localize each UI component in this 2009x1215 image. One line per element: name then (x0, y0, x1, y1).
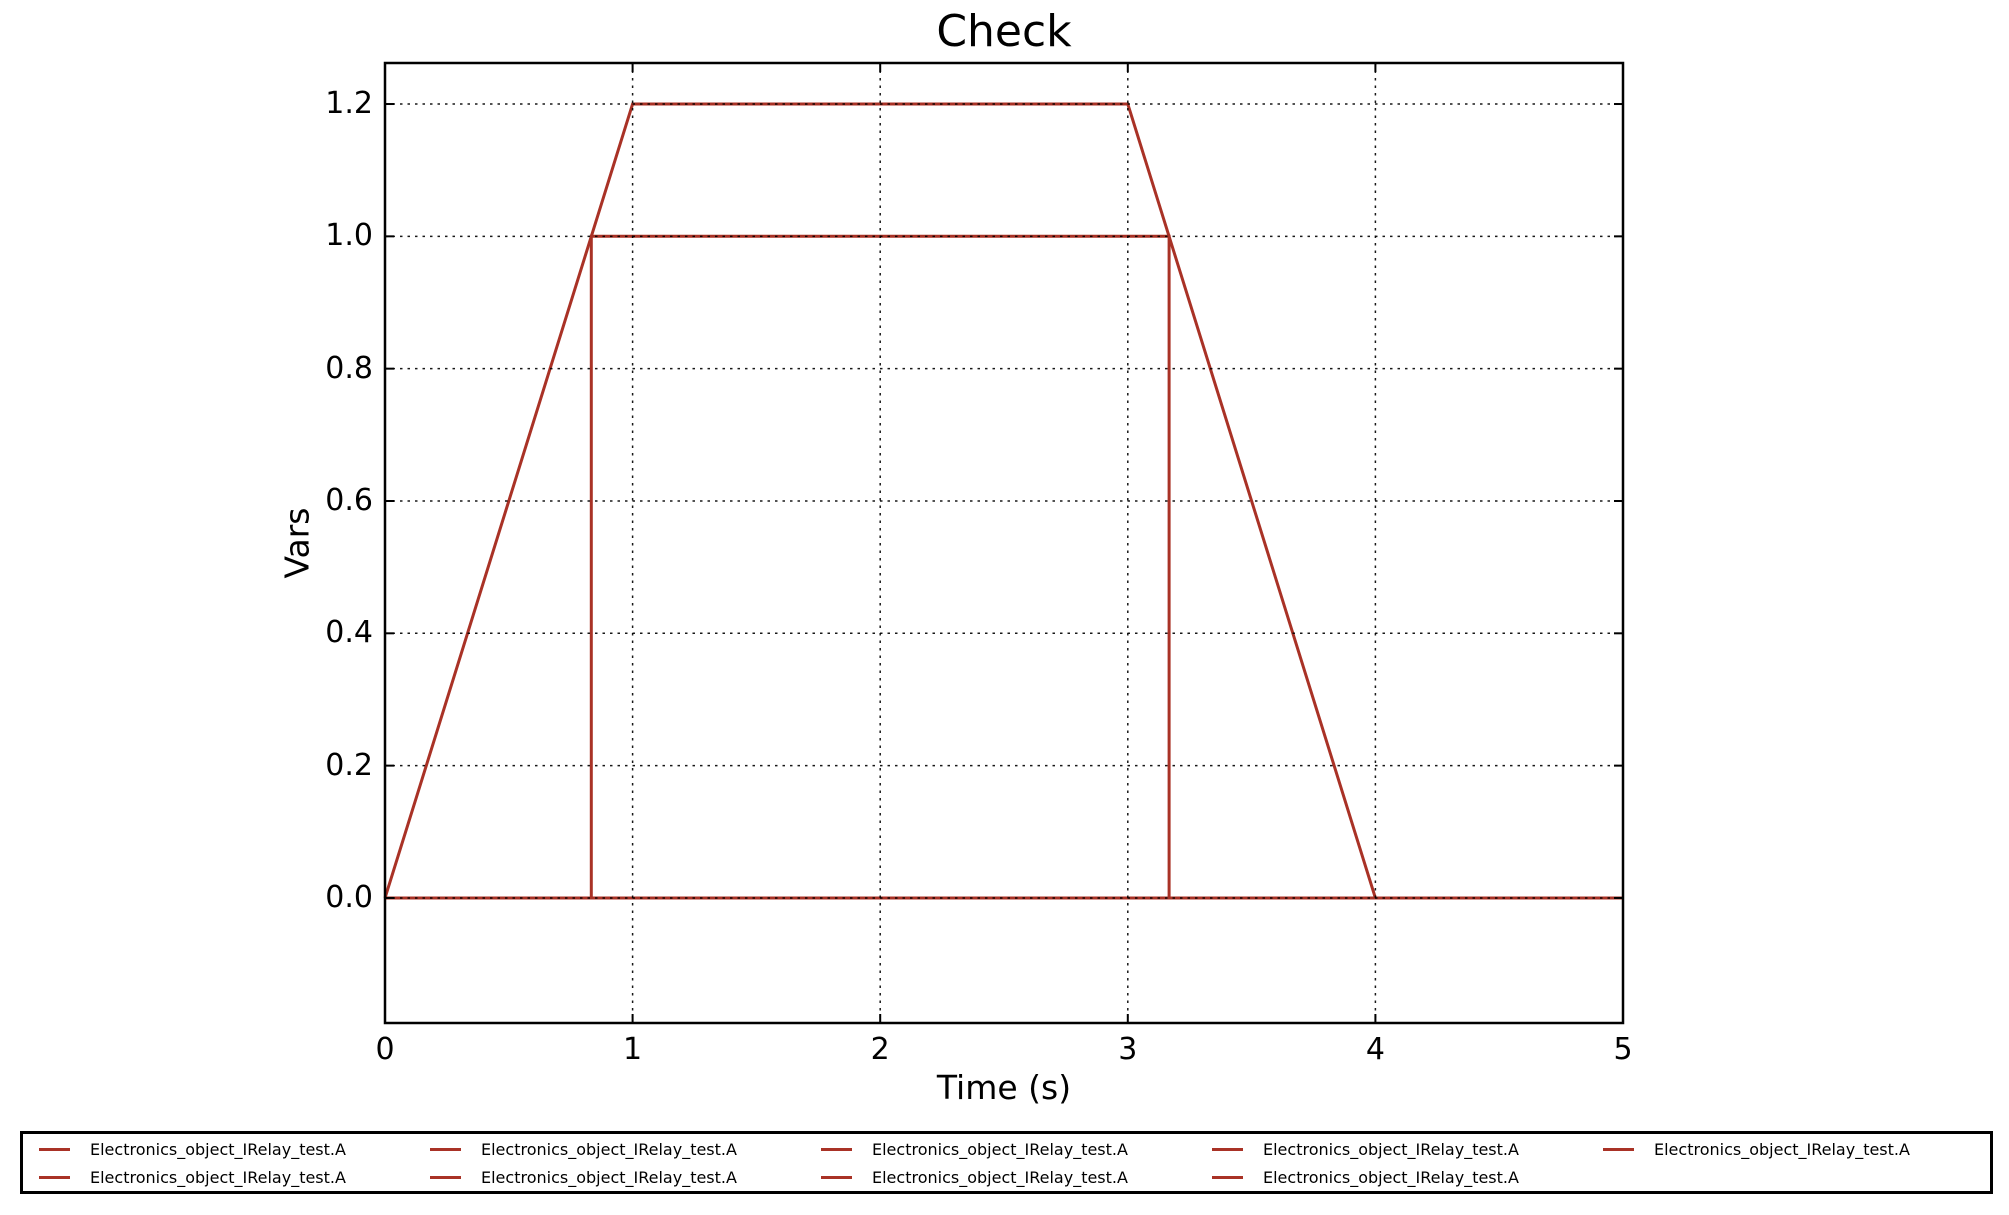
legend-column-5: Electronics_object_IRelay_test.A (1593, 1135, 1984, 1191)
y-tick-label-0.4: 0.4 (325, 615, 373, 651)
legend-line-swatch (39, 1175, 70, 1179)
legend-item: Electronics_object_IRelay_test.A (1202, 1163, 1593, 1191)
legend-column-1: Electronics_object_IRelay_test.A Electron… (29, 1135, 420, 1191)
legend-line-swatch (821, 1147, 852, 1151)
y-tick-label-0.8: 0.8 (325, 350, 373, 386)
legend-label: Electronics_object_IRelay_test.A (481, 1167, 737, 1187)
y-axis-label: Vars (277, 507, 317, 579)
legend-label: Electronics_object_IRelay_test.A (1263, 1139, 1519, 1159)
legend-label: Electronics_object_IRelay_test.A (90, 1167, 346, 1187)
legend-line-swatch (430, 1175, 461, 1179)
curve-relay-pulse (385, 234, 1623, 900)
legend-label: Electronics_object_IRelay_test.A (872, 1167, 1128, 1187)
x-tick-label-0: 0 (375, 1032, 395, 1067)
x-tick-label-2: 2 (870, 1032, 890, 1067)
axes-frame (383, 61, 1625, 1025)
legend-line-swatch (430, 1147, 461, 1151)
legend-item: Electronics_object_IRelay_test.A (29, 1135, 420, 1163)
legend-item: Electronics_object_IRelay_test.A (811, 1135, 1202, 1163)
legend-column-2: Electronics_object_IRelay_test.A Electron… (420, 1135, 811, 1191)
legend-column-3: Electronics_object_IRelay_test.A Electron… (811, 1135, 1202, 1191)
legend-line-swatch (1212, 1175, 1243, 1179)
legend-line-swatch (39, 1147, 70, 1151)
x-tick-label-1: 1 (623, 1032, 643, 1067)
legend-item: Electronics_object_IRelay_test.A (1593, 1135, 1984, 1163)
legend-item: Electronics_object_IRelay_test.A (29, 1163, 420, 1191)
y-tick-label-1.0: 1.0 (325, 218, 373, 254)
legend-label: Electronics_object_IRelay_test.A (90, 1139, 346, 1159)
legend-label: Electronics_object_IRelay_test.A (1654, 1139, 1910, 1159)
x-tick-label-3: 3 (1118, 1032, 1138, 1067)
y-tick-label-0.6: 0.6 (325, 482, 373, 518)
legend-column-4: Electronics_object_IRelay_test.A Electron… (1202, 1135, 1593, 1191)
legend-line-swatch (821, 1175, 852, 1179)
x-tick-label-5: 5 (1613, 1032, 1633, 1067)
y-tick-label-0.2: 0.2 (325, 747, 373, 783)
legend-item: Electronics_object_IRelay_test.A (420, 1135, 811, 1163)
legend-label: Electronics_object_IRelay_test.A (872, 1139, 1128, 1159)
chart-title: Check (936, 6, 1072, 57)
legend-item: Electronics_object_IRelay_test.A (420, 1163, 811, 1191)
legend-line-swatch (1603, 1147, 1634, 1151)
legend: Electronics_object_IRelay_test.A Electron… (20, 1131, 1993, 1194)
legend-line-swatch (1212, 1147, 1243, 1151)
legend-label: Electronics_object_IRelay_test.A (481, 1139, 737, 1159)
x-axis-label: Time (s) (936, 1068, 1072, 1107)
legend-item: Electronics_object_IRelay_test.A (1202, 1135, 1593, 1163)
x-tick-label-4: 4 (1365, 1032, 1385, 1067)
y-tick-label-0.0: 0.0 (325, 879, 373, 915)
legend-label: Electronics_object_IRelay_test.A (1263, 1167, 1519, 1187)
y-tick-label-1.2: 1.2 (325, 86, 373, 122)
legend-item: Electronics_object_IRelay_test.A (811, 1163, 1202, 1191)
